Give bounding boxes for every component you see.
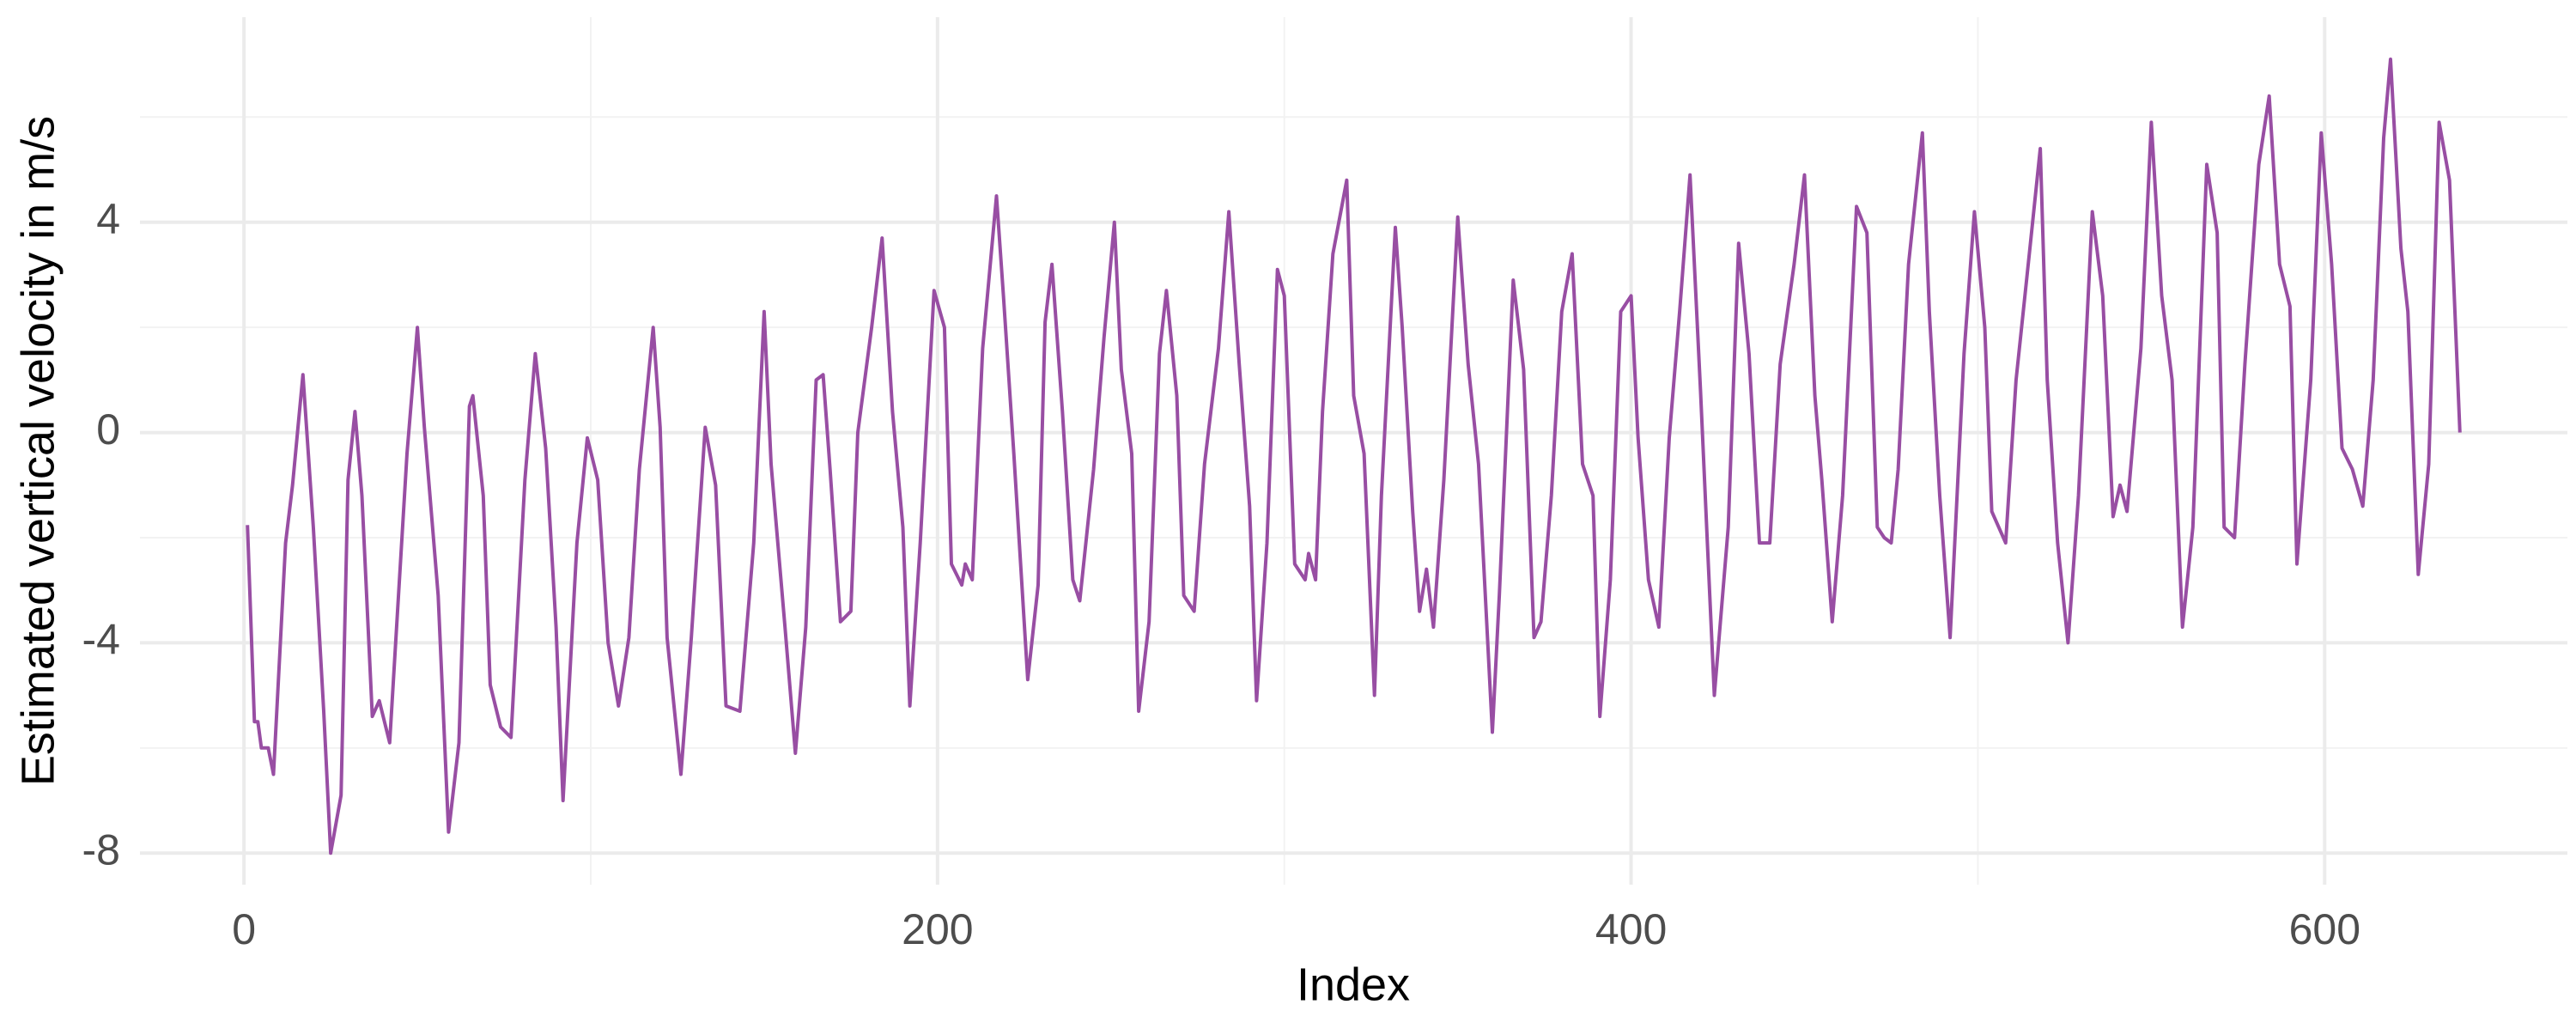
y-tick-label: -8	[82, 825, 120, 874]
y-tick-label: 4	[96, 195, 120, 243]
y-tick-label: -4	[82, 616, 120, 664]
x-tick-label: 600	[2289, 905, 2360, 953]
y-axis-title: Estimated vertical velocity in m/s	[12, 116, 64, 786]
x-axis-title: Index	[1297, 959, 1410, 1010]
ticks: 0 200 400 600 -8 -4 0 4	[82, 195, 2360, 953]
x-tick-label: 400	[1595, 905, 1667, 953]
x-tick-label: 200	[902, 905, 973, 953]
y-tick-label: 0	[96, 405, 120, 454]
plot-area	[246, 58, 2462, 855]
data-line	[246, 58, 2462, 855]
x-tick-label: 0	[232, 905, 256, 953]
grid	[140, 17, 2567, 885]
